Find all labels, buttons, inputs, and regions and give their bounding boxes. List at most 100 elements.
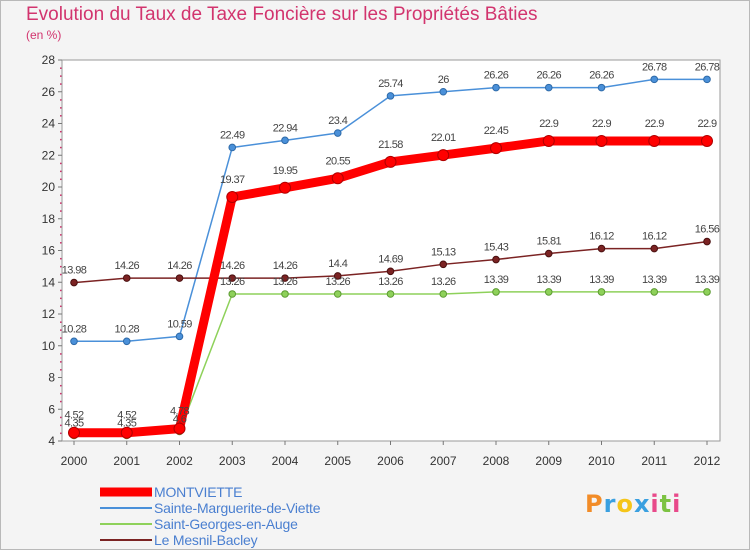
data-point	[333, 290, 342, 298]
y-minor-tick	[60, 384, 62, 387]
data-point	[703, 75, 711, 84]
data-label: 10.28	[114, 323, 139, 335]
data-point	[386, 290, 395, 298]
x-tick-label: 2011	[641, 454, 667, 468]
data-point	[650, 288, 659, 296]
data-label: 22.94	[273, 122, 298, 134]
y-minor-tick	[60, 146, 62, 149]
x-tick-label: 2003	[219, 454, 246, 468]
data-point	[331, 172, 344, 185]
data-point	[648, 134, 661, 147]
y-minor-tick	[60, 83, 62, 85]
data-point	[597, 288, 606, 296]
y-minor-tick	[60, 392, 62, 395]
data-label: 23.4	[328, 115, 347, 127]
data-label: 16.12	[589, 231, 614, 243]
y-minor-tick	[60, 329, 62, 331]
data-label: 13.39	[589, 274, 614, 286]
logo-letter: P	[585, 490, 604, 518]
data-label: 4.6	[173, 413, 187, 425]
legend-label-saint-georges: Saint-Georges-en-Auge	[154, 516, 298, 532]
data-label: 22.9	[592, 118, 611, 130]
data-label: 22.9	[645, 118, 664, 130]
logo-letter: r	[603, 490, 617, 518]
data-label: 26.26	[484, 70, 509, 82]
data-point	[281, 136, 289, 145]
legend-swatch-saint-georges	[100, 523, 152, 525]
y-minor-tick	[60, 321, 62, 323]
data-label: 16.12	[642, 231, 667, 243]
data-label: 22.45	[484, 125, 509, 137]
x-tick-label: 2007	[430, 454, 457, 468]
data-label: 22.9	[697, 118, 716, 130]
data-point	[384, 155, 397, 168]
x-tick-label: 2012	[694, 454, 721, 468]
y-minor-tick	[60, 178, 62, 181]
y-tick-label: 16	[42, 244, 56, 258]
data-label: 26.26	[589, 70, 614, 82]
data-point	[228, 143, 237, 152]
data-label: 15.43	[484, 242, 509, 254]
x-tick-label: 2006	[377, 454, 404, 468]
y-tick-label: 6	[48, 402, 55, 416]
data-label: 4.78	[170, 406, 189, 418]
y-minor-tick	[60, 194, 62, 196]
y-minor-tick	[60, 234, 62, 236]
y-axis-unit-label: (en %)	[26, 28, 62, 42]
data-point	[70, 278, 78, 287]
logo-letter: i	[650, 490, 660, 518]
data-point	[544, 249, 553, 258]
y-tick-label: 24	[42, 117, 56, 131]
y-minor-tick	[60, 273, 62, 276]
y-minor-tick	[60, 369, 62, 371]
y-minor-tick	[60, 107, 62, 109]
y-minor-tick	[60, 305, 62, 308]
legend-label-le-mesnil: Le Mesnil-Bacley	[154, 532, 258, 548]
data-label: 14.26	[167, 260, 192, 272]
data-label: 22.49	[220, 129, 245, 141]
y-minor-tick	[60, 265, 62, 268]
data-label: 13.26	[273, 276, 298, 288]
data-label: 14.26	[273, 260, 298, 272]
data-point	[650, 75, 659, 84]
legend-label-montviette: MONTVIETTE	[154, 484, 243, 500]
data-label: 22.01	[431, 132, 456, 144]
x-tick-label: 2010	[588, 454, 615, 468]
data-label: 13.98	[62, 265, 87, 277]
data-point	[386, 92, 395, 100]
x-tick-label: 2001	[113, 454, 140, 468]
data-label: 14.26	[114, 260, 139, 272]
data-point	[70, 337, 78, 346]
data-label: 26.78	[695, 61, 720, 73]
data-point	[228, 274, 237, 282]
data-point	[279, 181, 291, 194]
series-layer	[68, 75, 713, 440]
legend-label-sainte-marguerite: Sainte-Marguerite-de-Viette	[154, 500, 321, 516]
data-point	[595, 134, 608, 147]
x-tick-label: 2008	[483, 454, 510, 468]
data-point	[281, 290, 289, 298]
data-point	[333, 129, 342, 137]
data-point	[701, 134, 713, 147]
data-point	[439, 290, 448, 298]
logo-letter: o	[616, 490, 634, 518]
y-minor-tick	[60, 202, 62, 204]
data-label: 25.74	[378, 78, 403, 90]
data-point	[120, 426, 133, 439]
data-point	[597, 83, 606, 92]
y-tick-label: 4	[48, 434, 55, 448]
data-label: 14.4	[328, 258, 347, 270]
y-tick-label: 22	[42, 148, 56, 162]
data-label: 13.26	[378, 276, 403, 288]
y-tick-label: 20	[42, 180, 56, 194]
x-tick-label: 2005	[324, 454, 351, 468]
data-label: 10.59	[167, 318, 192, 330]
data-labels: 4.52 4.52 4.78 19.37 19.95 20.55 21.58 22.01 22.…	[62, 61, 721, 429]
y-minor-tick	[60, 115, 62, 117]
axes: 4 6 8 10 12 14 16 18 20 22 24 26 28 2000 2001 2002 2003 2…	[42, 53, 721, 468]
y-tick-label: 10	[42, 339, 56, 353]
data-point	[173, 422, 186, 435]
y-tick-label: 8	[48, 371, 55, 385]
data-label: 20.55	[325, 155, 350, 167]
data-point	[175, 332, 184, 341]
